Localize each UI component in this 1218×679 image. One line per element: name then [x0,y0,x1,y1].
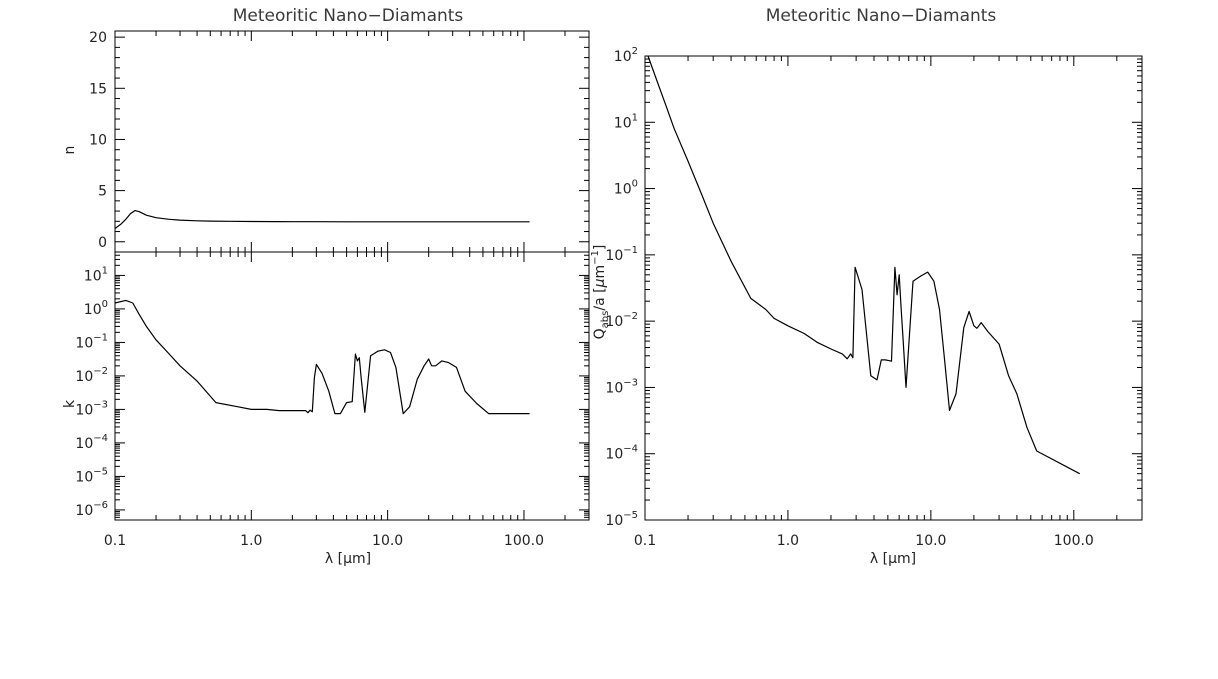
k-xtick-label: 1.0 [240,533,262,549]
qabs-xtick-label: 100.0 [1054,533,1094,549]
k-panel: 0.1 1.0 10.0 100.0 101 100 10−1 10−2 10−3 10−4 10−… [62,251,590,567]
k-ytick-label: 10−5 [75,466,108,485]
series-line-n [114,210,530,229]
qabs-ytick-label: 101 [614,112,638,131]
qabs-ytick-label: 10−1 [605,245,638,264]
n-ylabel: n [62,146,78,155]
qabs-plot-frame [644,55,1143,521]
n-ytick-label: 0 [98,235,107,251]
k-ytick-label: 10−3 [75,399,108,418]
k-xtick-label: 0.1 [104,533,126,549]
right-chart-title: Meteoritic Nano−Diamants [766,6,997,26]
k-xtick-label: 10.0 [372,533,403,549]
left-chart-title: Meteoritic Nano−Diamants [233,6,464,26]
right-xlabel: λ [μm] [870,551,916,567]
k-ytick-label: 100 [84,299,108,318]
k-ylabel: k [62,399,78,408]
n-ytick-label: 5 [98,184,107,200]
n-plot-frame [114,30,590,253]
qabs-panel: 0.1 1.0 10.0 100.0 102 101 100 10−1 10−2 10−3 10−4… [590,46,1143,567]
qabs-ytick-label: 10−4 [605,444,638,463]
k-ytick-label: 10−2 [75,366,108,385]
qabs-ytick-label: 100 [614,179,638,198]
k-ytick-label: 10−1 [75,332,108,351]
k-xtick-label: 100.0 [504,533,544,549]
k-ytick-label: 10−6 [75,500,108,519]
left-xlabel: λ [μm] [325,551,371,567]
qabs-ytick-label: 10−2 [605,311,638,330]
n-panel: 0 5 10 15 20 n [62,30,590,253]
qabs-xtick-label: 1.0 [777,533,799,549]
series-line-k [114,299,530,415]
series-line-qabs [647,55,1080,475]
n-ytick-label: 15 [89,81,107,97]
n-ytick-label: 20 [89,30,107,46]
qabs-ytick-label: 102 [614,46,638,65]
qabs-ytick-label: 10−3 [605,377,638,396]
qabs-ytick-label: 10−5 [605,510,638,529]
k-ytick-label: 101 [84,265,108,284]
qabs-xtick-label: 10.0 [915,533,946,549]
qabs-xtick-label: 0.1 [634,533,656,549]
qabs-ylabel: Qabs/a [μm−1] [590,245,611,340]
k-plot-frame [114,251,590,521]
k-ytick-label: 10−4 [75,433,108,452]
n-ytick-label: 10 [89,132,107,148]
